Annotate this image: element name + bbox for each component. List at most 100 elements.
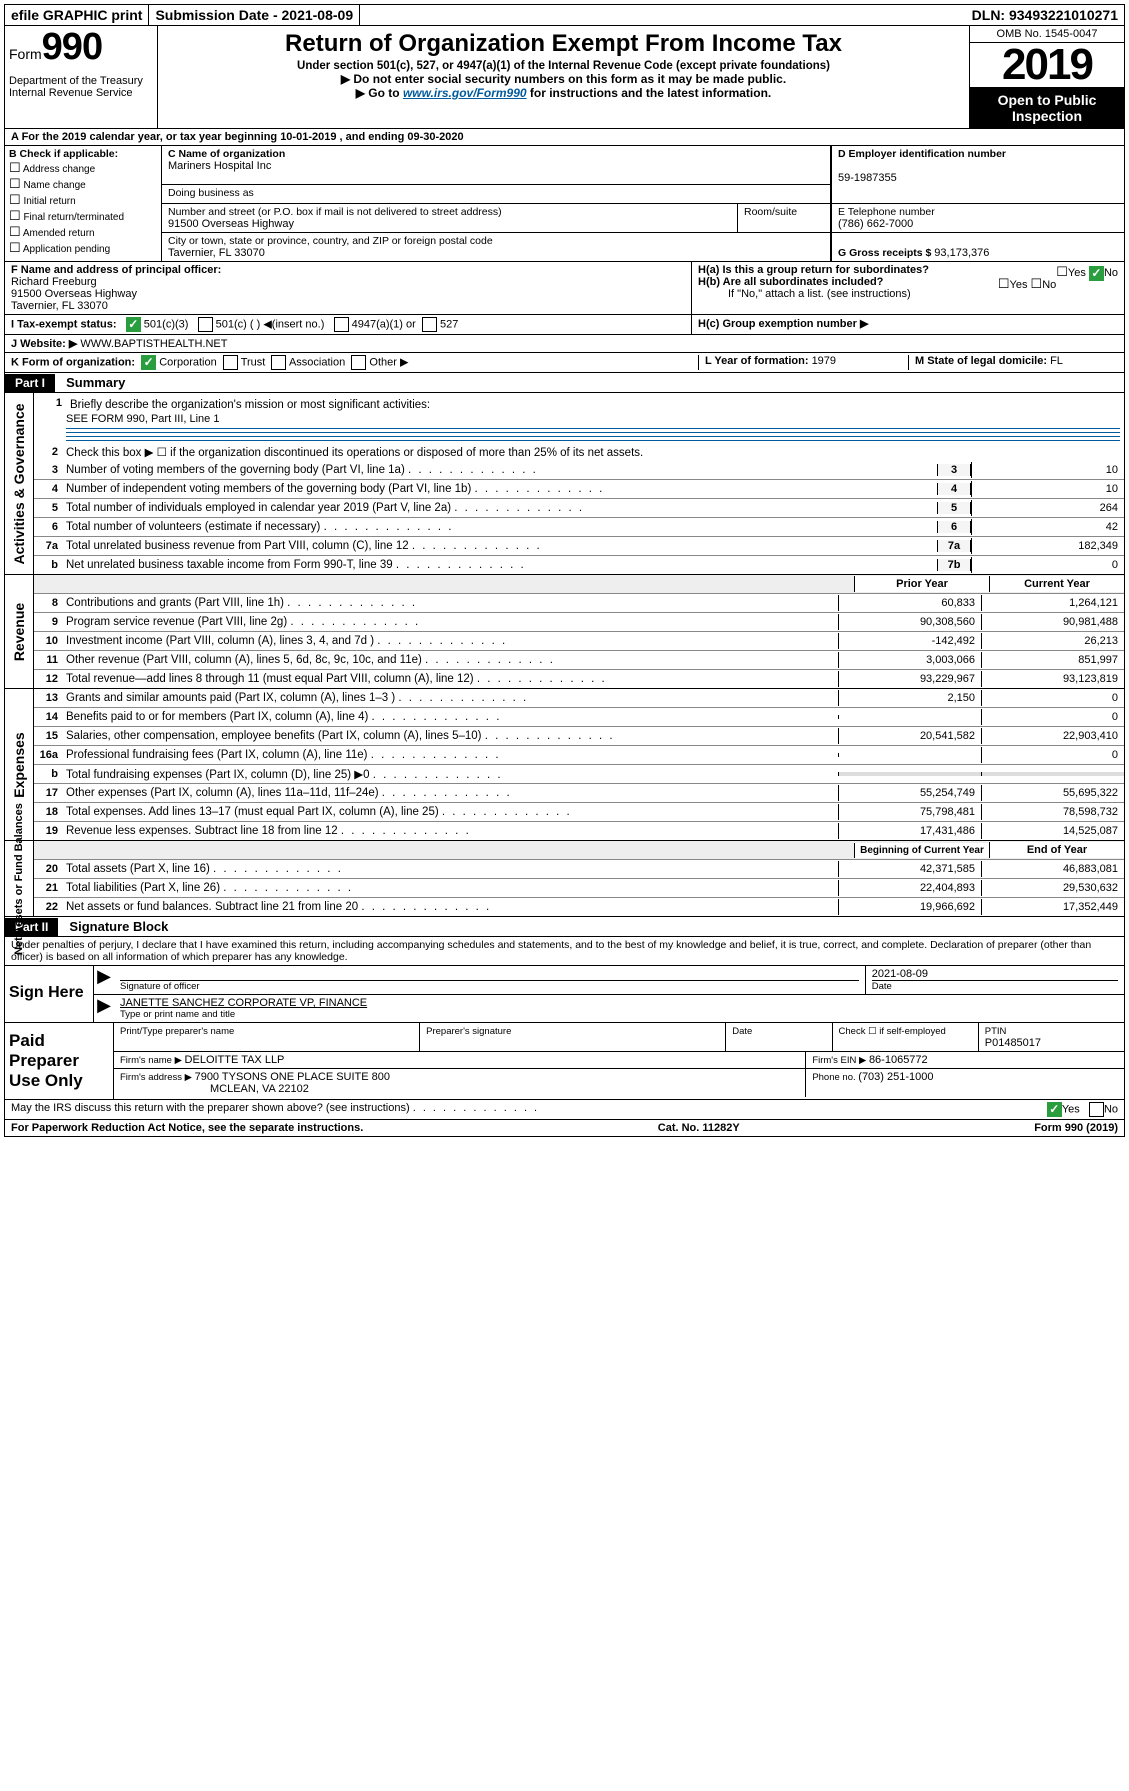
room-label: Room/suite	[744, 206, 797, 218]
firm-ein: 86-1065772	[869, 1054, 928, 1066]
checkbox-icon[interactable]: ☐	[1056, 264, 1068, 279]
self-emp-label: Check ☐ if self-employed	[839, 1026, 946, 1037]
checkbox-icon[interactable]: ☐	[9, 208, 21, 223]
b-item: Name change	[23, 180, 85, 191]
paid-label: Paid Preparer Use Only	[5, 1023, 114, 1099]
current-value: 851,997	[981, 652, 1124, 668]
b-header: B Check if applicable:	[9, 148, 157, 160]
k-opt: Other ▶	[369, 356, 408, 368]
addr-label: Number and street (or P.O. box if mail i…	[168, 206, 502, 218]
end-year-hdr: End of Year	[989, 842, 1124, 858]
line-num: b	[34, 559, 62, 571]
part1-title: Summary	[58, 373, 133, 392]
gross-value: 93,173,376	[934, 247, 989, 259]
line-key: 5	[937, 502, 971, 514]
b-item: Amended return	[23, 228, 95, 239]
checkbox-icon[interactable]	[1089, 1102, 1104, 1117]
firm-name: DELOITTE TAX LLP	[185, 1054, 285, 1066]
firm-name-label: Firm's name ▶	[120, 1055, 185, 1066]
city-cell: City or town, state or province, country…	[162, 233, 831, 261]
line-text: Professional fundraising fees (Part IX, …	[62, 747, 838, 763]
current-value: 78,598,732	[981, 804, 1124, 820]
line-num: 6	[34, 521, 62, 533]
section-j: J Website: ▶ WWW.BAPTISTHEALTH.NET	[5, 335, 1124, 353]
gross-label: G Gross receipts $	[838, 247, 934, 259]
line-key: 7a	[937, 540, 971, 552]
current-value	[981, 772, 1124, 776]
prior-year-hdr: Prior Year	[854, 576, 989, 592]
checkbox-icon[interactable]	[351, 355, 366, 370]
checkbox-icon[interactable]: ☐	[998, 276, 1010, 291]
gross-cell: G Gross receipts $ 93,173,376	[831, 233, 1124, 261]
line-text: Program service revenue (Part VIII, line…	[62, 614, 838, 630]
prior-value	[838, 772, 981, 776]
room-cell: Room/suite	[738, 204, 831, 233]
checkbox-icon[interactable]: ☐	[9, 176, 21, 191]
net-tab: Net Assets or Fund Balances	[5, 841, 34, 916]
line-key: 6	[937, 521, 971, 533]
line-num: 22	[34, 901, 62, 913]
line-num: 18	[34, 806, 62, 818]
checkbox-icon[interactable]	[422, 317, 437, 332]
current-value: 14,525,087	[981, 823, 1124, 839]
ptin-label: PTIN	[985, 1026, 1007, 1037]
checkbox-icon[interactable]: ☐	[9, 240, 21, 255]
phone-label: Phone no.	[812, 1072, 858, 1083]
name-label: Type or print name and title	[120, 1009, 1118, 1020]
line-num: 13	[34, 692, 62, 704]
period-row: A For the 2019 calendar year, or tax yea…	[5, 128, 1124, 146]
check-icon[interactable]: ✓	[126, 317, 141, 332]
checkbox-icon[interactable]: ☐	[9, 224, 21, 239]
i-opt4: 527	[440, 318, 458, 330]
note-goto-suffix: for instructions and the latest informat…	[527, 86, 772, 100]
checkbox-icon[interactable]	[198, 317, 213, 332]
firm-addr2: MCLEAN, VA 22102	[120, 1083, 309, 1095]
sign-section: Sign Here ▶ Signature of officer 2021-08…	[5, 966, 1124, 1023]
checkbox-icon[interactable]: ☐	[9, 160, 21, 175]
i-opt1: 501(c)(3)	[144, 318, 189, 330]
no-label: No	[1104, 1103, 1118, 1115]
current-value: 26,213	[981, 633, 1124, 649]
part1-header: Part I Summary	[5, 373, 1124, 393]
ein-value: 59-1987355	[838, 172, 897, 184]
check-icon[interactable]: ✓	[1089, 266, 1104, 281]
submission-date: 2021-08-09	[282, 7, 354, 23]
tel-cell: E Telephone number (786) 662-7000	[831, 204, 1124, 233]
line-text: Number of independent voting members of …	[62, 481, 937, 497]
hc-label: H(c) Group exemption number ▶	[698, 318, 868, 330]
note-goto-prefix: ▶ Go to	[356, 86, 403, 100]
check-icon[interactable]: ✓	[141, 355, 156, 370]
checkbox-icon[interactable]	[334, 317, 349, 332]
irs-link[interactable]: www.irs.gov/Form990	[403, 86, 527, 100]
line1-value: SEE FORM 990, Part III, Line 1	[66, 413, 219, 425]
governance-tab: Activities & Governance	[5, 393, 34, 574]
officer-name: Richard Freeburg	[11, 276, 97, 288]
check-icon[interactable]: ✓	[1047, 1102, 1062, 1117]
line-value: 42	[971, 519, 1124, 535]
section-bcd: B Check if applicable: ☐ Address change …	[5, 146, 1124, 262]
section-fh: F Name and address of principal officer:…	[5, 262, 1124, 315]
form-label-box: Form990 Department of the Treasury Inter…	[5, 26, 158, 128]
ha-label: H(a) Is this a group return for subordin…	[698, 264, 929, 276]
checkbox-icon[interactable]	[271, 355, 286, 370]
line-num: 15	[34, 730, 62, 742]
form-subtitle: Under section 501(c), 527, or 4947(a)(1)…	[166, 60, 961, 72]
right-box: OMB No. 1545-0047 2019 Open to Public In…	[970, 26, 1124, 128]
current-value: 0	[981, 690, 1124, 706]
city-label: City or town, state or province, country…	[168, 235, 493, 247]
signer-name: JANETTE SANCHEZ CORPORATE VP, FINANCE	[120, 997, 367, 1009]
current-year-hdr: Current Year	[989, 576, 1124, 592]
k-opt: Trust	[241, 356, 266, 368]
checkbox-icon[interactable]	[223, 355, 238, 370]
line-text: Total expenses. Add lines 13–17 (must eq…	[62, 804, 838, 820]
prior-value: 19,966,692	[838, 899, 981, 915]
prior-value	[838, 715, 981, 719]
title-box: Return of Organization Exempt From Incom…	[158, 26, 970, 128]
line-text: Net assets or fund balances. Subtract li…	[62, 899, 838, 915]
yes-label: Yes	[1068, 267, 1086, 279]
website-value: WWW.BAPTISTHEALTH.NET	[80, 338, 227, 350]
section-b: B Check if applicable: ☐ Address change …	[5, 146, 162, 261]
header-row: Form990 Department of the Treasury Inter…	[5, 26, 1124, 128]
checkbox-icon[interactable]: ☐	[1031, 276, 1043, 291]
checkbox-icon[interactable]: ☐	[9, 192, 21, 207]
